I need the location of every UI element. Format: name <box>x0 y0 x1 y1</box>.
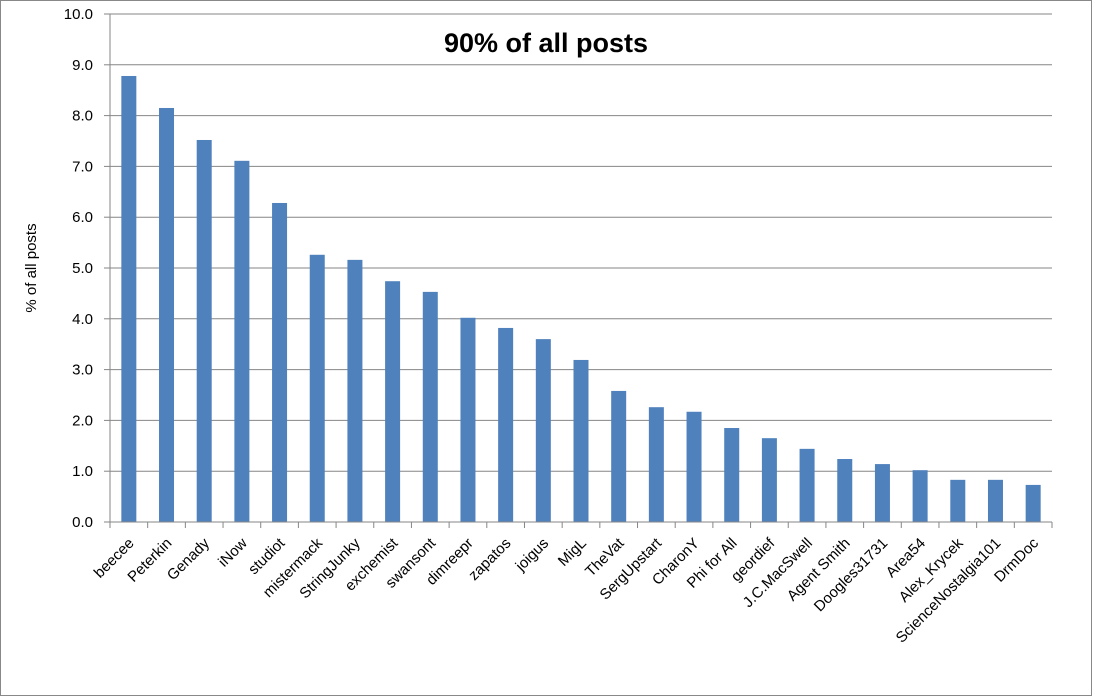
y-tick-label: 9.0 <box>72 57 93 74</box>
y-tick-label: 4.0 <box>72 311 93 328</box>
y-tick-label: 0.0 <box>72 514 93 531</box>
bar <box>309 254 325 523</box>
chart-title: 90% of all posts <box>444 28 648 58</box>
bar <box>648 407 664 522</box>
y-tick-label: 3.0 <box>72 362 93 379</box>
y-tick-label: 2.0 <box>72 412 93 429</box>
bar <box>272 202 288 522</box>
bar <box>573 359 589 522</box>
y-tick-label: 6.0 <box>72 209 93 226</box>
bar <box>724 428 740 522</box>
y-tick-label: 1.0 <box>72 463 93 480</box>
y-axis-label: % of all posts <box>23 223 40 312</box>
bar <box>611 390 627 522</box>
bar <box>686 411 702 522</box>
bar <box>234 160 250 522</box>
y-tick-label: 5.0 <box>72 260 93 277</box>
y-tick-label: 7.0 <box>72 158 93 175</box>
y-tick-label: 10.0 <box>64 6 93 23</box>
bar <box>347 259 363 522</box>
y-tick-label: 8.0 <box>72 108 93 125</box>
bar <box>987 479 1003 522</box>
bar <box>837 459 853 522</box>
bar <box>799 448 815 522</box>
bar <box>761 438 777 522</box>
bar <box>422 291 438 522</box>
bar <box>196 139 212 522</box>
bar <box>1025 484 1041 522</box>
bar <box>159 107 175 522</box>
bar <box>121 75 137 522</box>
bar <box>498 327 514 522</box>
bar <box>874 464 890 522</box>
bar <box>912 470 928 522</box>
bar <box>535 339 551 522</box>
bar <box>950 479 966 522</box>
bar <box>385 281 401 522</box>
bar <box>460 317 476 522</box>
